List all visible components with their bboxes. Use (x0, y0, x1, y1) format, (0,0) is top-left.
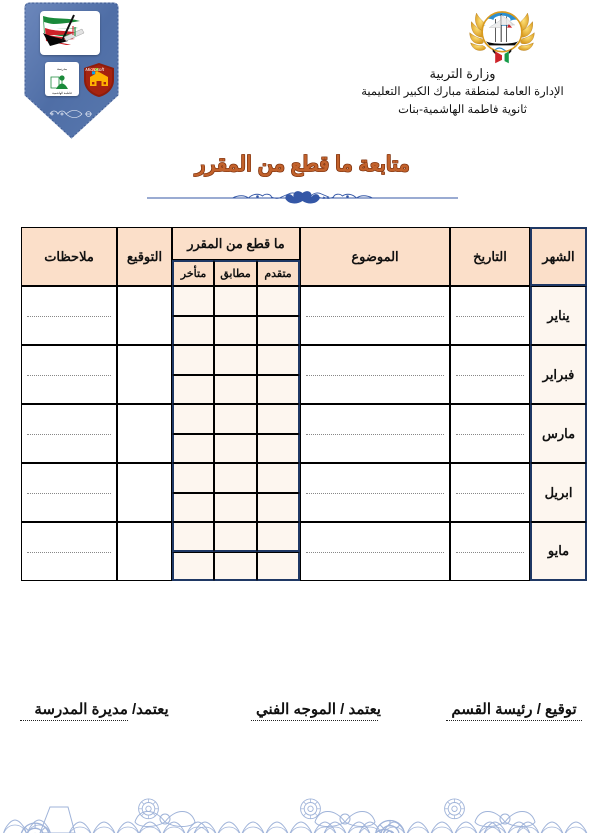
svg-text:مدرسة: مدرسة (57, 67, 67, 71)
svg-text:Microsoft: Microsoft (85, 67, 104, 72)
svg-text:فاطمة الهاشمية: فاطمة الهاشمية (52, 91, 72, 95)
